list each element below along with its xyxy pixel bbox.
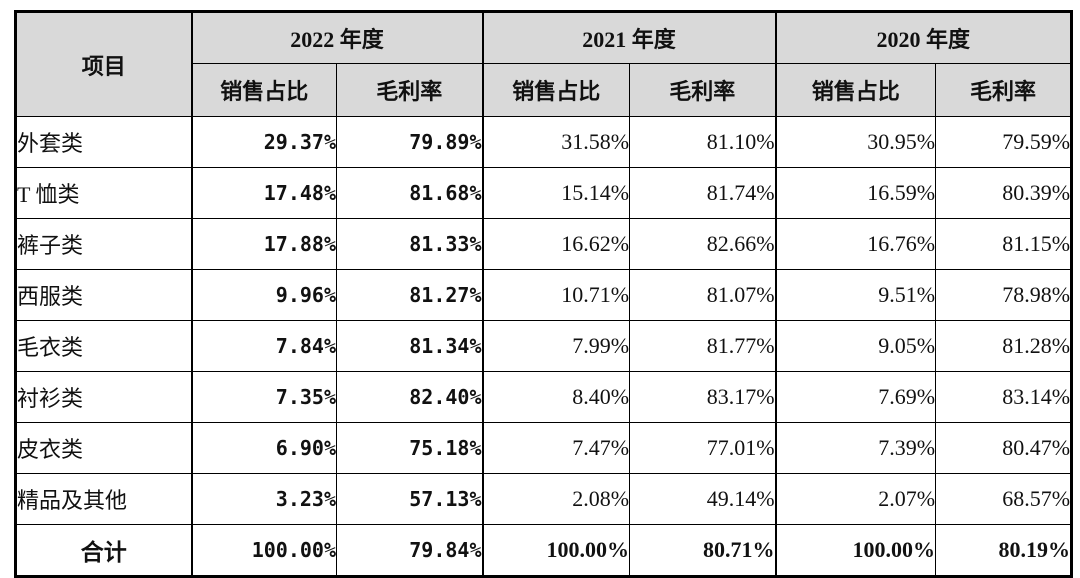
cell-value: 100.00% [774, 524, 937, 577]
cell-value: 78.98% [935, 269, 1073, 321]
cell-value: 81.74% [629, 167, 777, 219]
subheader-2020-gross-margin: 毛利率 [935, 63, 1073, 117]
cell-value: 80.47% [935, 422, 1073, 474]
row-label: 外套类 [15, 116, 192, 168]
cell-value: 31.58% [481, 116, 631, 168]
subheader-2021-gross-margin: 毛利率 [629, 63, 777, 117]
cell-value: 81.07% [629, 269, 777, 321]
cell-value: 8.40% [481, 371, 631, 423]
cell-value: 16.76% [774, 218, 937, 270]
cell-value: 79.59% [935, 116, 1073, 168]
subheader-2020-sales-ratio: 销售占比 [774, 63, 937, 117]
cell-value: 17.88% [190, 218, 337, 270]
cell-value: 3.23% [190, 473, 337, 525]
cell-value: 2.07% [774, 473, 937, 525]
table-row: 毛衣类 7.84% 81.34% 7.99% 81.77% 9.05% 81.2… [15, 320, 1073, 372]
table-row: 西服类 9.96% 81.27% 10.71% 81.07% 9.51% 78.… [15, 269, 1073, 321]
subheader-2021-sales-ratio: 销售占比 [481, 63, 631, 117]
cell-value: 7.35% [190, 371, 337, 423]
cell-value: 7.69% [774, 371, 937, 423]
cell-value: 81.27% [335, 269, 484, 321]
cell-value: 80.71% [629, 524, 777, 577]
cell-value: 49.14% [629, 473, 777, 525]
cell-value: 2.08% [481, 473, 631, 525]
cell-value: 81.33% [335, 218, 484, 270]
cell-value: 17.48% [190, 167, 337, 219]
row-label: 皮衣类 [15, 422, 192, 474]
row-label-total: 合计 [15, 524, 192, 577]
cell-value: 77.01% [629, 422, 777, 474]
cell-value: 57.13% [335, 473, 484, 525]
table-row: 精品及其他 3.23% 57.13% 2.08% 49.14% 2.07% 68… [15, 473, 1073, 525]
category-margin-table: 项目 2022 年度 2021 年度 2020 年度 销售占比 毛利率 销售占比… [14, 10, 1074, 578]
table-row: 裤子类 17.88% 81.33% 16.62% 82.66% 16.76% 8… [15, 218, 1073, 270]
row-label: 衬衫类 [15, 371, 192, 423]
cell-value: 9.51% [774, 269, 937, 321]
cell-value: 9.05% [774, 320, 937, 372]
row-label: T 恤类 [15, 167, 192, 219]
row-label: 西服类 [15, 269, 192, 321]
cell-value: 9.96% [190, 269, 337, 321]
cell-value: 6.90% [190, 422, 337, 474]
table-row: 衬衫类 7.35% 82.40% 8.40% 83.17% 7.69% 83.1… [15, 371, 1073, 423]
header-item-column: 项目 [15, 11, 192, 117]
category-margin-table-wrap: 项目 2022 年度 2021 年度 2020 年度 销售占比 毛利率 销售占比… [14, 10, 1074, 578]
cell-value: 82.66% [629, 218, 777, 270]
cell-value: 82.40% [335, 371, 484, 423]
cell-value: 80.39% [935, 167, 1073, 219]
cell-value: 81.15% [935, 218, 1073, 270]
cell-value: 81.68% [335, 167, 484, 219]
table-row: 外套类 29.37% 79.89% 31.58% 81.10% 30.95% 7… [15, 116, 1073, 168]
cell-value: 100.00% [481, 524, 631, 577]
cell-value: 81.28% [935, 320, 1073, 372]
cell-value: 81.34% [335, 320, 484, 372]
cell-value: 80.19% [935, 524, 1073, 577]
header-year-2022: 2022 年度 [190, 11, 484, 64]
header-year-2021: 2021 年度 [481, 11, 777, 64]
cell-value: 79.89% [335, 116, 484, 168]
cell-value: 79.84% [335, 524, 484, 577]
table-row: T 恤类 17.48% 81.68% 15.14% 81.74% 16.59% … [15, 167, 1073, 219]
cell-value: 7.47% [481, 422, 631, 474]
cell-value: 15.14% [481, 167, 631, 219]
table-body: 外套类 29.37% 79.89% 31.58% 81.10% 30.95% 7… [15, 116, 1073, 577]
subheader-2022-gross-margin: 毛利率 [335, 63, 484, 117]
cell-value: 81.77% [629, 320, 777, 372]
table-row: 皮衣类 6.90% 75.18% 7.47% 77.01% 7.39% 80.4… [15, 422, 1073, 474]
cell-value: 7.84% [190, 320, 337, 372]
cell-value: 75.18% [335, 422, 484, 474]
cell-value: 16.59% [774, 167, 937, 219]
header-year-2020: 2020 年度 [774, 11, 1073, 64]
subheader-2022-sales-ratio: 销售占比 [190, 63, 337, 117]
cell-value: 30.95% [774, 116, 937, 168]
cell-value: 100.00% [190, 524, 337, 577]
cell-value: 81.10% [629, 116, 777, 168]
cell-value: 7.39% [774, 422, 937, 474]
row-label: 精品及其他 [15, 473, 192, 525]
row-label: 毛衣类 [15, 320, 192, 372]
table-header: 项目 2022 年度 2021 年度 2020 年度 销售占比 毛利率 销售占比… [15, 11, 1073, 117]
cell-value: 29.37% [190, 116, 337, 168]
cell-value: 10.71% [481, 269, 631, 321]
row-label: 裤子类 [15, 218, 192, 270]
cell-value: 68.57% [935, 473, 1073, 525]
table-row-total: 合计 100.00% 79.84% 100.00% 80.71% 100.00%… [15, 524, 1073, 577]
cell-value: 83.14% [935, 371, 1073, 423]
cell-value: 7.99% [481, 320, 631, 372]
cell-value: 83.17% [629, 371, 777, 423]
cell-value: 16.62% [481, 218, 631, 270]
